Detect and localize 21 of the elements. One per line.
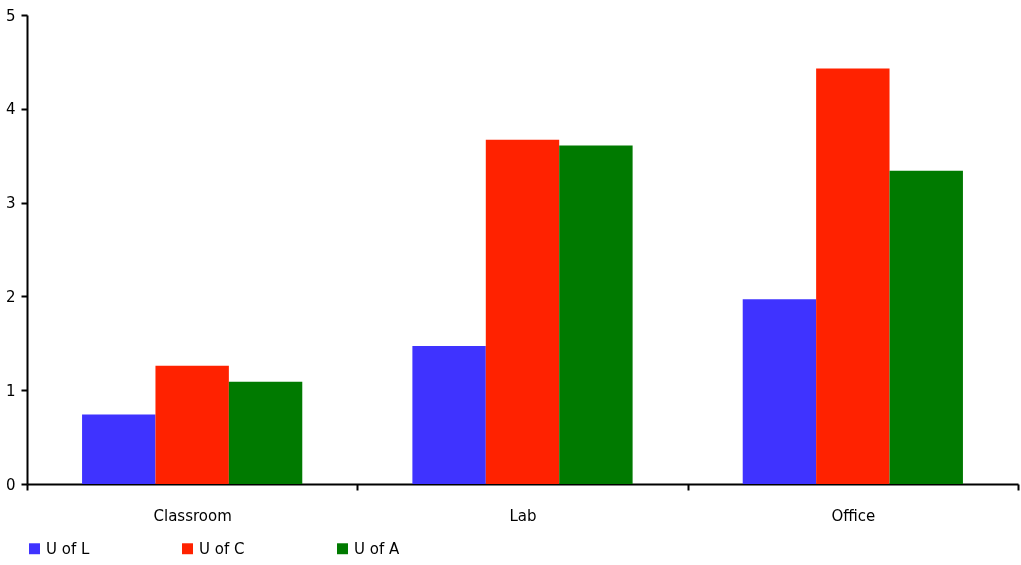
y-tick-label: 5 (5, 6, 16, 25)
bar (82, 414, 156, 484)
bar (155, 365, 229, 484)
y-tick-label: 2 (5, 287, 16, 306)
bar (889, 170, 963, 484)
bar (412, 346, 486, 484)
legend-label: U of L (46, 539, 90, 558)
x-tick-label: Classroom (153, 506, 232, 525)
bar (559, 145, 633, 484)
y-tick-label: 4 (5, 100, 16, 119)
legend-label: U of A (354, 539, 400, 558)
bar (485, 139, 560, 484)
y-tick-label: 3 (5, 194, 16, 213)
bar (816, 68, 890, 484)
x-tick-label: Lab (509, 506, 537, 525)
bar (742, 299, 817, 484)
x-tick-label: Office (831, 506, 876, 525)
y-tick-label: 1 (5, 381, 16, 400)
legend-label: U of C (199, 539, 245, 558)
bar (228, 381, 303, 484)
y-tick-label: 0 (5, 475, 16, 494)
